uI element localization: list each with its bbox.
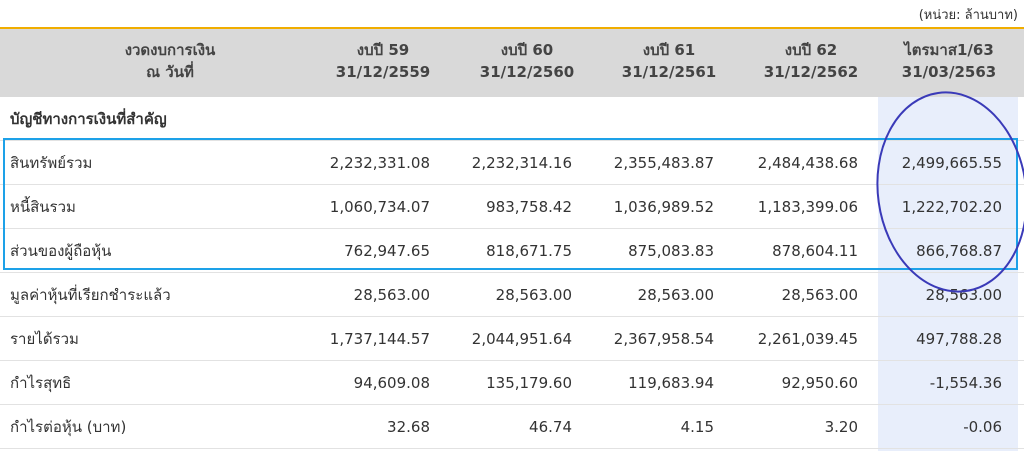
table-row: กำไรต่อหุ้น (บาท) 32.68 46.74 4.15 3.20 -0.06 [0,405,1024,449]
row-value: 94,609.08 [353,374,430,392]
row-value: 28,563.00 [925,286,1002,304]
header-q1-63: ไตรมาส1/63 31/03/2563 [884,39,1014,83]
row-value: 2,499,665.55 [901,154,1002,172]
row-value: 875,083.83 [628,242,714,260]
row-value: 28,563.00 [495,286,572,304]
row-value: 983,758.42 [486,198,572,216]
header-fy61-line2: 31/12/2561 [621,63,717,81]
row-value: 2,367,958.54 [613,330,714,348]
row-value: 32.68 [387,418,430,436]
row-value: 3.20 [824,418,858,436]
row-value: 46.74 [529,418,572,436]
row-value: 2,484,438.68 [757,154,858,172]
section-row: บัญชีทางการเงินที่สำคัญ [0,97,1024,141]
table-row: กำไรสุทธิ 94,609.08 135,179.60 119,683.94 92… [0,361,1024,405]
row-value: 28,563.00 [353,286,430,304]
header-fy62: งบปี 62 31/12/2562 [746,39,876,83]
row-value: 2,044,951.64 [471,330,572,348]
row-value: 866,768.87 [916,242,1002,260]
row-value: 2,232,314.16 [471,154,572,172]
header-fy62-line2: 31/12/2562 [763,63,859,81]
row-value: 497,788.28 [916,330,1002,348]
row-label: หนี้สินรวม [10,198,76,216]
row-value: 119,683.94 [628,374,714,392]
table-row: ส่วนของผู้ถือหุ้น 762,947.65 818,671.75 875… [0,229,1024,273]
header-fy60-line1: งบปี 60 [500,41,554,59]
table-row: หนี้สินรวม 1,060,734.07 983,758.42 1,036,98… [0,185,1024,229]
section-title: บัญชีทางการเงินที่สำคัญ [10,110,167,128]
table-header: งวดงบการเงิน ณ วันที่ งบปี 59 31/12/2559… [0,27,1024,97]
row-value: -1,554.36 [929,374,1002,392]
row-label: กำไรสุทธิ [10,374,72,392]
header-fy61: งบปี 61 31/12/2561 [604,39,734,83]
row-value: 28,563.00 [781,286,858,304]
row-label: ส่วนของผู้ถือหุ้น [10,242,112,260]
row-value: 762,947.65 [344,242,430,260]
header-fy59: งบปี 59 31/12/2559 [318,39,448,83]
header-fy60-line2: 31/12/2560 [479,63,575,81]
row-value: 1,060,734.07 [329,198,430,216]
unit-note: (หน่วย: ล้านบาท) [918,8,1018,23]
header-fy59-line2: 31/12/2559 [335,63,431,81]
row-value: 1,222,702.20 [901,198,1002,216]
row-value: 92,950.60 [781,374,858,392]
table-row: สินทรัพย์รวม 2,232,331.08 2,232,314.16 2,35… [0,141,1024,185]
row-label: รายได้รวม [10,330,79,348]
row-label: มูลค่าหุ้นที่เรียกชำระแล้ว [10,286,171,304]
row-value: 4.15 [680,418,714,436]
header-q1-63-line2: 31/03/2563 [901,63,997,81]
row-value: -0.06 [963,418,1002,436]
header-fy62-line1: งบปี 62 [784,41,838,59]
header-fy61-line1: งบปี 61 [642,41,696,59]
row-value: 2,261,039.45 [757,330,858,348]
row-value: 2,355,483.87 [613,154,714,172]
header-fy60: งบปี 60 31/12/2560 [462,39,592,83]
table-row: มูลค่าหุ้นที่เรียกชำระแล้ว 28,563.00 28,56… [0,273,1024,317]
header-period-line2: ณ วันที่ [146,63,194,81]
row-value: 1,737,144.57 [329,330,430,348]
row-value: 135,179.60 [486,374,572,392]
row-value: 2,232,331.08 [329,154,430,172]
header-fy59-line1: งบปี 59 [356,41,410,59]
table-row: รายได้รวม 1,737,144.57 2,044,951.64 2,367,9… [0,317,1024,361]
header-period: งวดงบการเงิน ณ วันที่ [60,39,280,83]
row-value: 28,563.00 [637,286,714,304]
row-label: สินทรัพย์รวม [10,154,93,172]
row-value: 1,036,989.52 [613,198,714,216]
row-value: 818,671.75 [486,242,572,260]
row-value: 878,604.11 [772,242,858,260]
row-label: กำไรต่อหุ้น (บาท) [10,418,127,436]
header-q1-63-line1: ไตรมาส1/63 [904,41,994,59]
row-value: 1,183,399.06 [757,198,858,216]
header-period-line1: งวดงบการเงิน [124,41,216,59]
